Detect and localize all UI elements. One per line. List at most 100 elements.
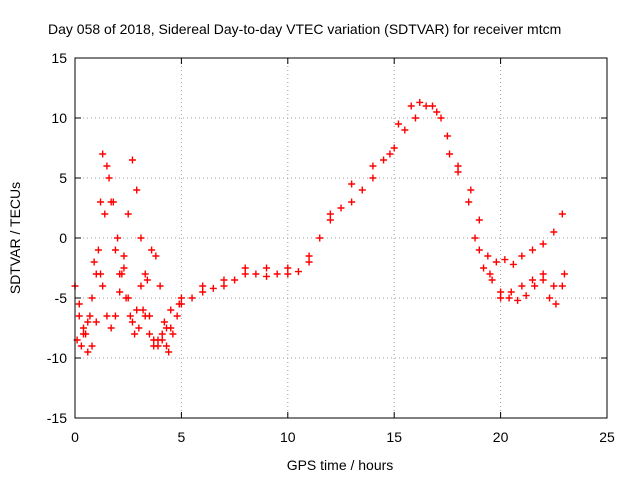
y-tick-label: 5	[59, 170, 67, 186]
data-point	[199, 288, 207, 296]
data-point	[316, 234, 324, 242]
data-point	[552, 300, 560, 308]
data-point	[75, 312, 83, 320]
chart-title: Day 058 of 2018, Sidereal Day-to-day VTE…	[48, 21, 561, 37]
data-point	[294, 268, 302, 276]
data-point	[348, 180, 356, 188]
x-tick-label: 15	[386, 429, 402, 445]
ticks-layer: 0 5 10 15 20 25 -15 -10 -5 0 5 10 15	[47, 50, 615, 445]
data-point	[380, 156, 388, 164]
data-point	[529, 246, 537, 254]
data-point	[143, 276, 151, 284]
data-point	[437, 114, 445, 122]
data-point	[505, 294, 513, 302]
data-point	[507, 288, 515, 296]
data-point	[167, 306, 175, 314]
data-point	[152, 252, 160, 260]
data-point	[241, 270, 249, 278]
data-point	[518, 282, 526, 290]
data-point	[305, 258, 313, 266]
data-point	[429, 102, 437, 110]
data-point	[411, 114, 419, 122]
data-point	[446, 150, 454, 158]
data-point	[263, 264, 271, 272]
data-point	[107, 324, 115, 332]
y-axis-label: SDTVAR / TECUs	[7, 182, 23, 294]
data-point	[137, 282, 145, 290]
data-point	[471, 234, 479, 242]
data-point	[422, 102, 430, 110]
data-point	[465, 198, 473, 206]
data-point	[550, 228, 558, 236]
y-tick-label: -10	[47, 350, 67, 366]
data-point	[433, 108, 441, 116]
data-point	[475, 246, 483, 254]
data-point	[177, 294, 185, 302]
data-point	[154, 336, 162, 344]
data-point	[80, 324, 88, 332]
data-point	[416, 98, 424, 106]
data-point	[114, 234, 122, 242]
data-point	[145, 330, 153, 338]
data-point	[116, 288, 124, 296]
data-point	[97, 198, 105, 206]
data-point	[135, 324, 143, 332]
x-tick-label: 5	[178, 429, 186, 445]
data-point	[175, 300, 183, 308]
data-point	[407, 102, 415, 110]
data-point	[124, 210, 132, 218]
data-point	[284, 264, 292, 272]
points-layer	[71, 98, 568, 356]
data-point	[133, 306, 141, 314]
data-point	[111, 312, 119, 320]
data-point	[539, 240, 547, 248]
data-point	[116, 270, 124, 278]
data-point	[522, 292, 530, 300]
data-point	[386, 150, 394, 158]
y-tick-label: 10	[51, 110, 67, 126]
y-tick-label: 0	[59, 230, 67, 246]
data-point	[156, 282, 164, 290]
data-point	[188, 294, 196, 302]
data-point	[111, 246, 119, 254]
data-point	[160, 318, 168, 326]
data-point	[99, 150, 107, 158]
data-point	[394, 120, 402, 128]
data-point	[163, 342, 171, 350]
y-tick-label: -5	[55, 290, 68, 306]
data-point	[220, 276, 228, 284]
data-point	[133, 186, 141, 194]
data-point	[99, 282, 107, 290]
data-point	[75, 300, 83, 308]
data-point	[539, 270, 547, 278]
data-point	[497, 288, 505, 296]
x-tick-label: 10	[280, 429, 296, 445]
data-point	[497, 294, 505, 302]
data-point	[273, 270, 281, 278]
x-tick-label: 25	[599, 429, 615, 445]
data-point	[131, 330, 139, 338]
data-point	[128, 318, 136, 326]
data-point	[90, 258, 98, 266]
data-point	[492, 258, 500, 266]
data-point	[514, 296, 522, 304]
data-point	[509, 260, 517, 268]
data-point	[88, 342, 96, 350]
series-trace-c	[73, 246, 566, 350]
data-point	[101, 210, 109, 218]
data-point	[560, 270, 568, 278]
data-point	[454, 168, 462, 176]
data-point	[467, 186, 475, 194]
data-point	[158, 330, 166, 338]
data-point	[150, 342, 158, 350]
data-point	[120, 252, 128, 260]
data-point	[546, 294, 554, 302]
y-tick-label: -15	[47, 410, 67, 426]
data-point	[337, 204, 345, 212]
data-point	[141, 312, 149, 320]
data-point	[92, 270, 100, 278]
data-point	[92, 318, 100, 326]
data-point	[263, 272, 271, 280]
y-tick-label: 15	[51, 50, 67, 66]
data-point	[348, 198, 356, 206]
